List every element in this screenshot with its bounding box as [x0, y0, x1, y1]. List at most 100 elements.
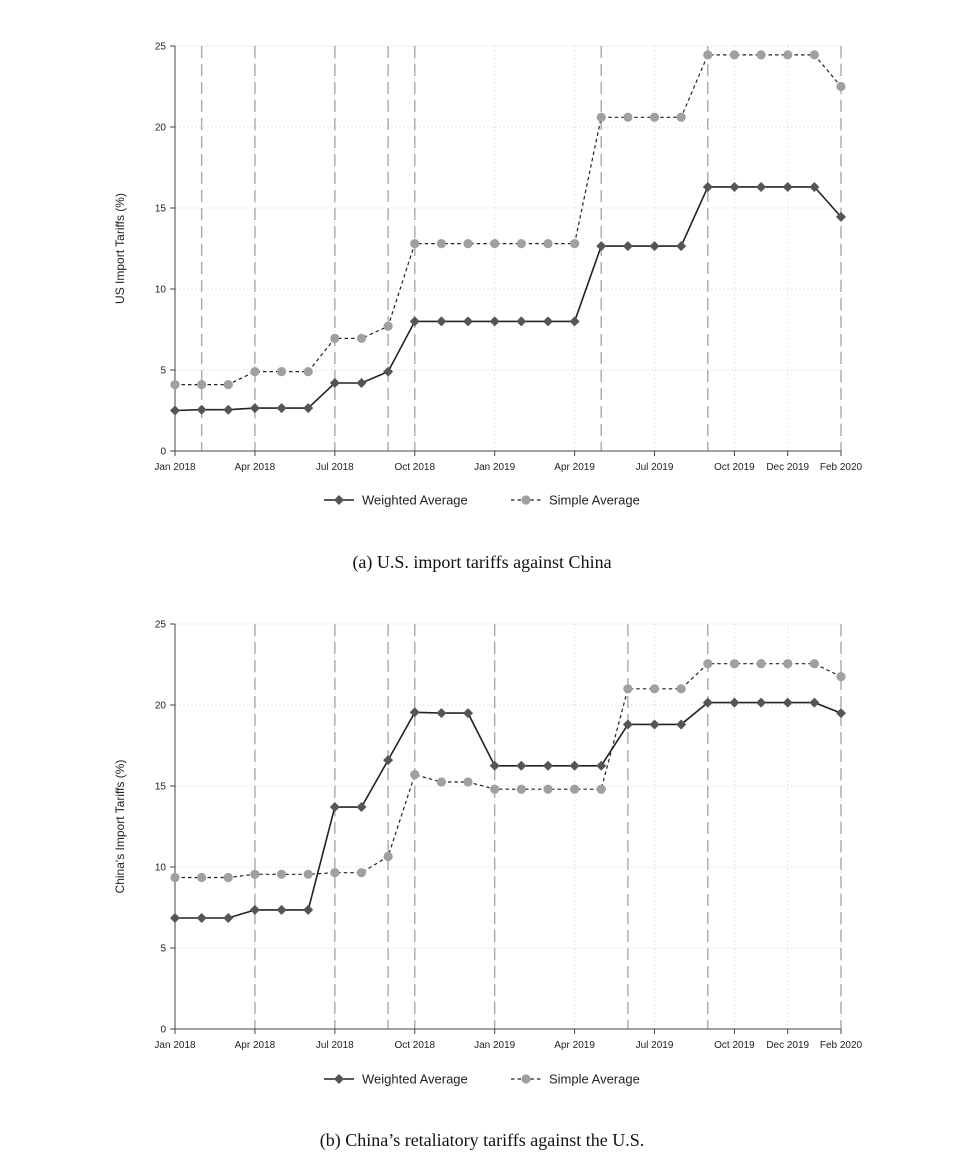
data-point-weighted-average: [649, 719, 660, 730]
data-point-simple-average: [303, 367, 313, 377]
y-tick-label: 20: [155, 123, 167, 134]
y-tick-label: 0: [160, 447, 166, 458]
data-point-weighted-average: [436, 708, 447, 719]
data-point-simple-average: [383, 851, 393, 862]
data-point-weighted-average: [223, 404, 234, 415]
data-point-weighted-average: [249, 403, 260, 414]
data-point-simple-average: [490, 239, 500, 249]
data-point-simple-average: [729, 659, 740, 669]
x-tick-label: Jul 2018: [316, 462, 354, 473]
y-tick-label: 15: [155, 204, 167, 215]
data-point-weighted-average: [249, 904, 260, 915]
data-point-weighted-average: [569, 760, 580, 771]
data-point-simple-average: [170, 379, 180, 390]
legend-label: Simple Average: [549, 1072, 640, 1087]
data-point-weighted-average: [622, 241, 633, 252]
data-point-simple-average: [649, 112, 660, 122]
x-tick-label: Apr 2018: [235, 462, 276, 473]
data-point-simple-average: [197, 872, 207, 883]
data-point-simple-average: [570, 784, 580, 794]
data-point-weighted-average: [489, 760, 500, 771]
figure-caption: (b) China’s retaliatory tariffs against …: [320, 1130, 645, 1151]
data-point-simple-average: [463, 239, 473, 249]
y-tick-label: 5: [160, 944, 166, 955]
x-tick-label: Apr 2018: [235, 1040, 276, 1051]
x-tick-label: Oct 2018: [394, 1040, 435, 1051]
data-point-simple-average: [170, 872, 180, 883]
data-point-weighted-average: [303, 904, 314, 915]
data-point-simple-average: [543, 239, 553, 249]
legend-label: Weighted Average: [362, 493, 468, 508]
data-point-simple-average: [649, 684, 660, 694]
y-tick-label: 5: [160, 366, 166, 377]
y-tick-label: 10: [155, 863, 167, 874]
x-tick-label: Jan 2019: [474, 462, 516, 473]
data-point-simple-average: [783, 659, 793, 669]
data-point-weighted-average: [489, 316, 500, 327]
data-point-weighted-average: [409, 707, 420, 718]
data-point-simple-average: [756, 659, 766, 669]
x-tick-label: Apr 2019: [554, 462, 595, 473]
legend-marker-circle: [521, 1074, 531, 1084]
legend-marker-diamond: [334, 1074, 344, 1084]
data-point-weighted-average: [756, 697, 767, 708]
y-tick-label: 10: [155, 285, 167, 296]
data-point-weighted-average: [356, 802, 367, 813]
x-tick-label: Jul 2019: [636, 1040, 674, 1051]
data-point-simple-average: [410, 239, 420, 249]
panel-us-import-tariffs: 0 5 10 15 20 25 Jan 2018 Apr 2018 Jul 2018 Oct 20…: [113, 42, 863, 574]
data-point-simple-average: [596, 112, 606, 122]
legend-marker-circle: [521, 495, 531, 505]
data-point-weighted-average: [809, 181, 820, 192]
data-point-weighted-average: [303, 403, 314, 414]
y-tick-label: 0: [160, 1025, 166, 1036]
data-point-simple-average: [463, 777, 473, 787]
data-point-weighted-average: [383, 366, 394, 377]
data-point-weighted-average: [596, 241, 607, 252]
data-point-simple-average: [703, 50, 713, 60]
data-point-simple-average: [276, 869, 287, 879]
x-tick-label: Feb 2020: [820, 1040, 863, 1051]
data-point-simple-average: [436, 239, 446, 249]
data-point-weighted-average: [196, 404, 207, 415]
data-point-simple-average: [543, 784, 553, 794]
data-point-weighted-average: [223, 913, 234, 924]
data-point-weighted-average: [836, 708, 846, 719]
x-tick-label: Jan 2018: [154, 462, 196, 473]
x-tick-label: Jul 2018: [316, 1040, 354, 1051]
data-point-simple-average: [623, 112, 633, 122]
x-tick-label: Feb 2020: [820, 462, 863, 473]
data-point-simple-average: [516, 784, 526, 794]
data-point-weighted-average: [463, 708, 474, 719]
data-point-weighted-average: [782, 697, 793, 708]
data-point-weighted-average: [782, 181, 793, 192]
data-point-simple-average: [303, 869, 313, 879]
data-point-weighted-average: [836, 211, 846, 222]
data-point-weighted-average: [596, 760, 607, 771]
data-point-simple-average: [809, 50, 819, 60]
data-point-weighted-average: [383, 755, 394, 766]
data-point-simple-average: [276, 367, 287, 377]
data-point-simple-average: [383, 321, 393, 331]
data-point-simple-average: [623, 684, 633, 694]
data-point-simple-average: [836, 672, 846, 682]
data-point-weighted-average: [542, 316, 553, 327]
data-point-simple-average: [223, 379, 233, 390]
data-point-simple-average: [783, 50, 793, 60]
data-point-weighted-average: [676, 719, 687, 730]
data-point-weighted-average: [329, 802, 340, 813]
data-point-weighted-average: [516, 316, 527, 327]
series-line-simple-average: [175, 663, 842, 879]
data-point-simple-average: [596, 784, 606, 794]
y-tick-label: 20: [155, 701, 167, 712]
data-point-simple-average: [490, 784, 500, 794]
data-point-simple-average: [330, 868, 340, 878]
data-point-simple-average: [410, 770, 420, 780]
data-point-simple-average: [676, 684, 686, 694]
data-point-weighted-average: [729, 181, 740, 192]
data-point-weighted-average: [436, 316, 447, 327]
data-point-simple-average: [356, 333, 367, 344]
series-line-simple-average: [175, 54, 842, 386]
data-point-simple-average: [516, 239, 526, 249]
